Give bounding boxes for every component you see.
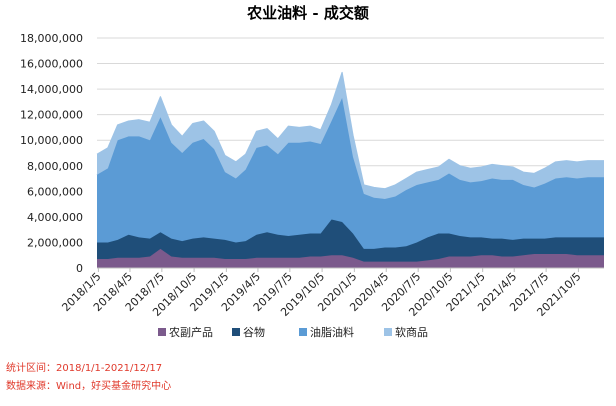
y-tick-label: 4,000,000 xyxy=(27,211,83,224)
y-tick-label: 10,000,000 xyxy=(20,134,83,147)
legend-swatch-0 xyxy=(158,328,166,336)
area-series-3 xyxy=(97,72,604,199)
legend-label-0: 农副产品 xyxy=(169,325,213,339)
y-tick-label: 2,000,000 xyxy=(27,236,83,249)
legend-label-3: 软商品 xyxy=(395,325,428,339)
period-note: 统计区间：2018/1/1-2021/12/17 xyxy=(6,363,163,374)
y-tick-label: 18,000,000 xyxy=(20,32,83,45)
y-tick-label: 12,000,000 xyxy=(20,109,83,122)
legend-swatch-3 xyxy=(384,328,392,336)
area-series-1 xyxy=(97,219,604,262)
chart-title: 农业油料 - 成交额 xyxy=(246,4,369,22)
legend-label-2: 油脂油料 xyxy=(310,325,354,339)
legend-swatch-1 xyxy=(232,328,240,336)
y-tick-label: 6,000,000 xyxy=(27,185,83,198)
legend-swatch-2 xyxy=(299,328,307,336)
y-axis-ticks: 0 2,000,000 4,000,000 6,000,000 8,000,000 10,… xyxy=(20,32,83,275)
series-line-3 xyxy=(96,71,604,190)
y-tick-label: 14,000,000 xyxy=(20,83,83,96)
area-series-2 xyxy=(97,98,604,249)
stacked-areas xyxy=(96,71,604,268)
source-note: 数据来源：Wind，好买基金研究中心 xyxy=(6,381,172,392)
legend-label-1: 谷物 xyxy=(243,325,265,339)
area-series-0 xyxy=(97,248,604,268)
y-tick-label: 16,000,000 xyxy=(20,58,83,71)
legend: 农副产品 谷物 油脂油料 软商品 xyxy=(158,325,428,339)
x-axis-ticks: 2018/1/52018/4/52018/7/52018/10/52019/1/… xyxy=(59,268,584,319)
y-tick-label: 0 xyxy=(76,262,83,275)
y-tick-label: 8,000,000 xyxy=(27,160,83,173)
